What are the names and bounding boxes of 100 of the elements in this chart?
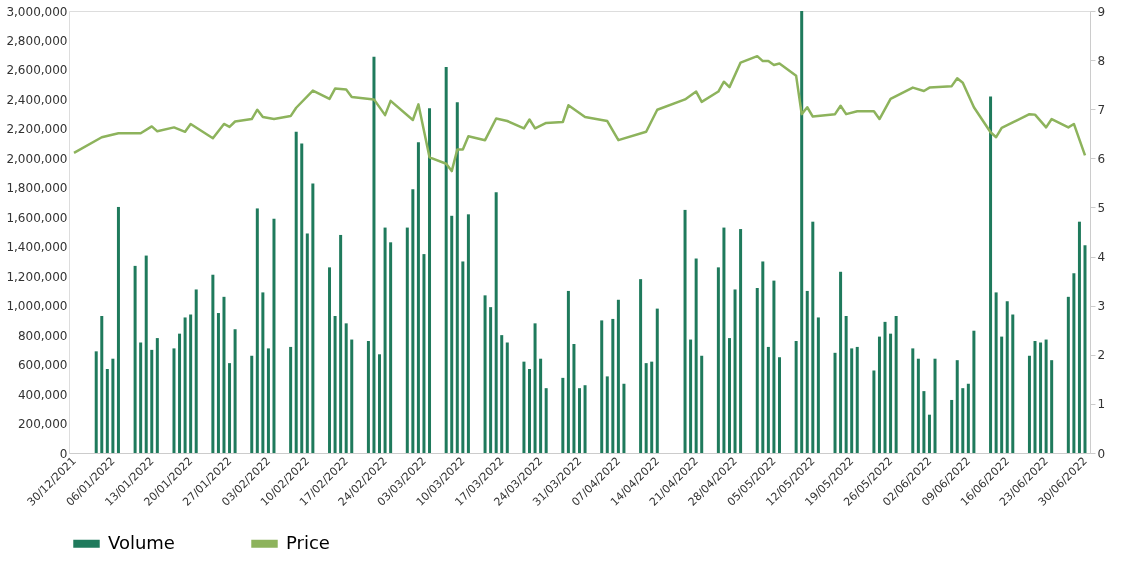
bar [844,315,848,453]
bar [339,234,343,453]
bar [727,338,731,453]
bar [566,290,570,453]
bar [994,292,998,453]
y-tick-label: 2,000,000 [6,151,68,166]
bar [405,227,409,453]
bar [422,254,426,453]
bar [933,358,937,453]
bar [261,292,265,453]
bar [1033,341,1037,453]
bar [94,351,98,453]
bar [955,360,959,453]
legend-label: Volume [108,531,175,553]
bar [544,388,548,453]
bar [233,329,237,453]
bar [222,296,226,453]
bar [144,255,148,453]
bar [522,361,526,453]
y-tick-label: 1,000,000 [6,299,68,314]
bar [739,229,743,453]
y2-tick-label: 8 [1097,53,1106,68]
bar [716,267,720,453]
bar [766,346,770,453]
bar [694,258,698,453]
bar [777,357,781,453]
bar [639,279,643,453]
bar [344,323,348,453]
y2-tick-label: 4 [1097,250,1106,265]
bar [605,376,609,453]
y2-tick-label: 7 [1097,102,1106,117]
bar [133,265,137,453]
y-tick-label: 3,000,000 [6,4,68,19]
bar [416,142,420,453]
y2-tick-label: 9 [1097,4,1106,19]
bar [172,348,176,453]
bar [411,189,415,453]
bar [1072,273,1076,453]
y2-tick-label: 1 [1097,397,1106,412]
bar [266,348,270,453]
y2-tick-label: 2 [1097,348,1106,363]
bar [850,348,854,453]
bar [916,358,920,453]
bar [972,330,976,453]
bar [583,385,587,453]
bar [216,313,220,453]
bar [700,355,704,453]
bar [311,183,315,453]
bar [578,388,581,453]
bar [294,131,298,453]
bar [389,242,393,453]
bar [111,358,115,453]
bar [889,333,893,453]
bar [733,289,737,453]
y-tick-label: 1,400,000 [6,240,68,255]
y-tick-label: 800,000 [17,328,68,343]
bar [1044,339,1048,453]
bar [805,290,809,453]
bar [505,342,509,453]
bar [600,320,604,453]
bar [1005,301,1009,453]
bar [894,315,898,453]
bar [150,349,154,453]
bar [189,314,193,453]
bar [116,206,120,453]
bar [383,227,387,453]
y-tick-label: 2,600,000 [6,63,68,78]
bar [333,315,337,453]
bar [1066,296,1070,453]
y-tick-label: 2,800,000 [6,33,68,48]
bar [350,339,354,453]
legend-label: Price [286,531,330,553]
bar [833,352,837,453]
bar [228,363,232,453]
bar [494,192,498,453]
bar [194,289,198,453]
bar [644,363,648,453]
bar [616,299,620,453]
bar [1050,360,1054,453]
bar [272,218,276,453]
bar [528,369,532,453]
bar [722,227,726,453]
bar [966,383,970,453]
bar [100,315,104,453]
bar [961,388,965,453]
bar [927,414,931,453]
bar [444,66,448,453]
y2-tick-label: 0 [1097,446,1106,461]
bar [483,295,487,453]
bar [455,102,459,453]
y-tick-label: 2,200,000 [6,122,68,137]
bar [183,317,187,453]
bar [622,383,626,453]
bar [105,369,109,453]
y2-tick-label: 3 [1097,299,1106,314]
bar [794,341,798,453]
bar [250,355,254,453]
bar [755,287,759,453]
bar [533,323,537,453]
line-series [72,54,1087,173]
